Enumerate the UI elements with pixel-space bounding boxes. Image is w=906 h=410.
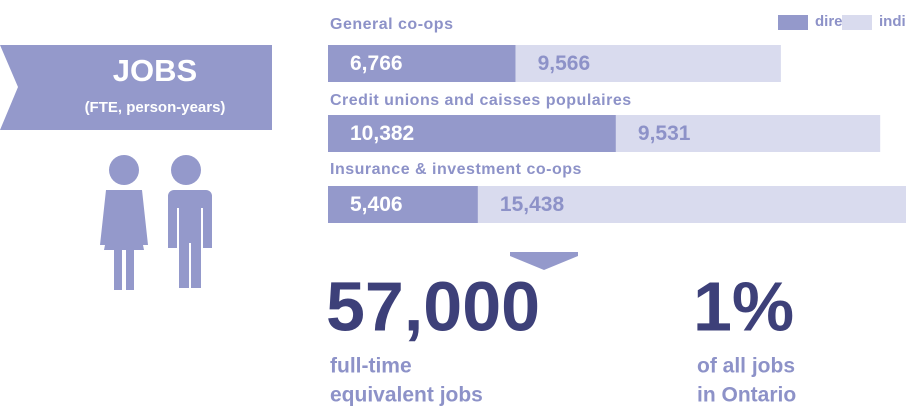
bar-segment	[615, 115, 881, 152]
bar-segment	[328, 45, 516, 82]
category-label: Insurance & investment co-ops	[330, 161, 582, 178]
category-label: Credit unions and caisses populaires	[330, 92, 632, 109]
value-label: 9,566	[538, 52, 591, 75]
share-caption: of all jobs	[697, 355, 795, 378]
share-value: 1%	[693, 267, 794, 345]
total-caption: full-time	[330, 355, 412, 378]
value-label: 10,382	[350, 122, 414, 145]
value-label: 9,531	[638, 122, 691, 145]
value-label: 15,438	[500, 193, 565, 216]
category-label: General co-ops	[330, 16, 453, 33]
banner-subtitle: (FTE, person-years)	[85, 99, 226, 116]
share-caption: in Ontario	[697, 384, 796, 407]
legend-swatch	[842, 15, 872, 30]
arrow	[510, 252, 578, 270]
bar-segment	[328, 115, 616, 152]
legend-label: indirect	[879, 13, 906, 30]
total-value: 57,000	[326, 267, 540, 345]
bar-segment	[515, 45, 781, 82]
legend-swatch	[778, 15, 808, 30]
value-label: 6,766	[350, 52, 403, 75]
banner-title: JOBS	[113, 53, 197, 88]
people-icon	[100, 155, 212, 290]
bar-segment	[328, 186, 478, 223]
value-label: 5,406	[350, 193, 403, 216]
bar-segment	[477, 186, 906, 223]
total-caption: equivalent jobs	[330, 384, 483, 407]
banner	[0, 45, 272, 130]
